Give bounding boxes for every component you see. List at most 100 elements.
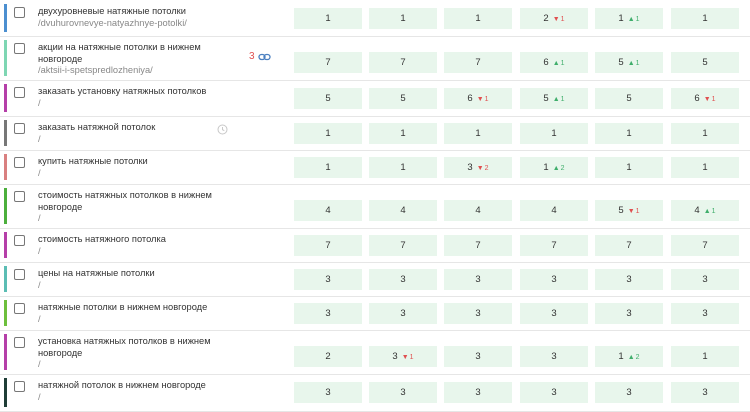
- position-value: 6: [543, 57, 549, 68]
- position-cell: 7: [444, 235, 512, 256]
- keyword-url-link[interactable]: /dvuhurovnevye-natyazhnye-potolki/: [38, 17, 187, 28]
- table-row[interactable]: купить натяжные потолки/1 1 3 ▼2 1 ▲2 1 1: [0, 150, 750, 185]
- position-cell: 5: [595, 88, 663, 109]
- keyword-url-link[interactable]: /: [38, 97, 41, 108]
- position-value: 3: [626, 274, 632, 285]
- table-row[interactable]: двухуровневые натяжные потолки/dvuhurovn…: [0, 0, 750, 37]
- keyword-url-link[interactable]: /: [38, 213, 41, 223]
- position-cell: 3 ▼1: [369, 346, 437, 367]
- row-checkbox[interactable]: [14, 235, 25, 246]
- position-cell: 7: [520, 235, 588, 256]
- position-cell: 4: [444, 200, 512, 221]
- position-value: 3: [702, 308, 708, 319]
- keyword-text: двухуровневые натяжные потолки: [38, 6, 186, 16]
- position-value: 7: [400, 57, 406, 68]
- position-up-indicator: ▲1: [628, 60, 640, 67]
- row-checkbox[interactable]: [14, 191, 25, 202]
- position-delta-value: 1: [484, 96, 489, 103]
- table-row[interactable]: установка натяжных потолков в нижнем нов…: [0, 330, 750, 375]
- row-checkbox[interactable]: [14, 157, 25, 168]
- keyword-cell: установка натяжных потолков в нижнем нов…: [38, 336, 218, 371]
- keyword-url-link[interactable]: /: [38, 391, 41, 402]
- position-value: 1: [618, 351, 624, 362]
- position-cell: 6 ▲1: [520, 52, 588, 73]
- position-value: 4: [694, 205, 700, 216]
- position-cell: 1: [671, 157, 739, 178]
- keyword-url-link[interactable]: /: [38, 313, 41, 324]
- position-cell: 2 ▼1: [520, 8, 588, 29]
- keyword-url-link[interactable]: /aktsii-i-spetspredlozheniya/: [38, 65, 153, 75]
- position-cell: 1: [369, 123, 437, 144]
- position-cell: 1 ▲2: [595, 346, 663, 367]
- keyword-url-link[interactable]: /: [38, 279, 41, 290]
- keyword-url-link[interactable]: /: [38, 359, 41, 369]
- position-value: 1: [702, 351, 708, 362]
- position-value: 3: [626, 387, 632, 398]
- keyword-url-link[interactable]: /: [38, 245, 41, 256]
- keyword-cell: натяжной потолок в нижнем новгороде /: [38, 380, 218, 403]
- row-checkbox[interactable]: [14, 87, 25, 98]
- position-delta-value: 1: [635, 16, 640, 23]
- position-cell: 7: [294, 52, 362, 73]
- keyword-cell: купить натяжные потолки /: [38, 156, 218, 179]
- row-color-marker: [4, 4, 7, 32]
- row-checkbox[interactable]: [14, 7, 25, 18]
- position-cell: 4: [294, 200, 362, 221]
- arrow-down-icon: ▼: [476, 96, 484, 103]
- position-value: 5: [325, 93, 331, 104]
- position-cell: 3: [595, 269, 663, 290]
- position-up-indicator: ▲1: [704, 208, 716, 215]
- keyword-cell: цены на натяжные потолки /: [38, 268, 218, 291]
- table-row[interactable]: стоимость натяжного потолка/7 7 7 7 7 7: [0, 228, 750, 263]
- position-delta-value: 2: [635, 354, 640, 361]
- position-value: 3: [467, 162, 473, 173]
- row-checkbox[interactable]: [14, 337, 25, 348]
- linked-pages-count: 3: [249, 51, 255, 62]
- position-cell: 1: [671, 8, 739, 29]
- keyword-cell: стоимость натяжного потолка /: [38, 234, 218, 257]
- keyword-url-link[interactable]: /: [38, 133, 41, 144]
- row-color-marker: [4, 232, 7, 258]
- position-cell: 3 ▼2: [444, 157, 512, 178]
- position-value: 7: [325, 57, 331, 68]
- position-value: 3: [475, 308, 481, 319]
- table-row[interactable]: заказать натяжной потолок/1 1 1 1 1 1: [0, 116, 750, 151]
- row-checkbox[interactable]: [14, 303, 25, 314]
- arrow-up-icon: ▲: [627, 16, 635, 23]
- position-cell: 3: [369, 303, 437, 324]
- row-checkbox[interactable]: [14, 381, 25, 392]
- position-down-indicator: ▼1: [553, 16, 565, 23]
- table-row[interactable]: натяжные потолки в нижнем новгороде/3 3 3 3…: [0, 296, 750, 331]
- position-value: 1: [626, 162, 632, 173]
- row-checkbox[interactable]: [14, 269, 25, 280]
- position-value: 3: [475, 274, 481, 285]
- position-value: 5: [626, 93, 632, 104]
- position-value: 3: [400, 308, 406, 319]
- position-value: 1: [400, 162, 406, 173]
- position-cell: 4 ▲1: [671, 200, 739, 221]
- row-checkbox[interactable]: [14, 123, 25, 134]
- position-up-indicator: ▲1: [553, 60, 565, 67]
- table-row[interactable]: цены на натяжные потолки/3 3 3 3 3 3: [0, 262, 750, 297]
- position-delta-value: 2: [484, 165, 489, 172]
- keyword-cell: акции на натяжные потолки в нижнем новго…: [38, 42, 218, 77]
- table-row[interactable]: натяжной потолок в нижнем новгороде/3 3 3 3…: [0, 374, 750, 412]
- keyword-url-link[interactable]: /: [38, 167, 41, 178]
- row-color-marker: [4, 334, 7, 370]
- row-color-marker: [4, 120, 7, 146]
- table-row[interactable]: стоимость натяжных потолков в нижнем нов…: [0, 184, 750, 229]
- link-icon[interactable]: [258, 52, 271, 62]
- position-value: 5: [702, 57, 708, 68]
- position-cell: 2: [294, 346, 362, 367]
- keyword-cell: стоимость натяжных потолков в нижнем нов…: [38, 190, 218, 225]
- table-row[interactable]: акции на натяжные потолки в нижнем новго…: [0, 36, 750, 81]
- row-checkbox[interactable]: [14, 43, 25, 54]
- position-value: 3: [475, 387, 481, 398]
- position-cell: 1: [671, 123, 739, 144]
- table-row[interactable]: заказать установку натяжных потолков/5 5 6…: [0, 80, 750, 117]
- keyword-cell: двухуровневые натяжные потолки/dvuhurovn…: [38, 6, 218, 29]
- position-value: 1: [400, 13, 406, 24]
- keyword-text: купить натяжные потолки: [38, 156, 148, 166]
- position-cell: 6 ▼1: [444, 88, 512, 109]
- position-down-indicator: ▼1: [402, 354, 414, 361]
